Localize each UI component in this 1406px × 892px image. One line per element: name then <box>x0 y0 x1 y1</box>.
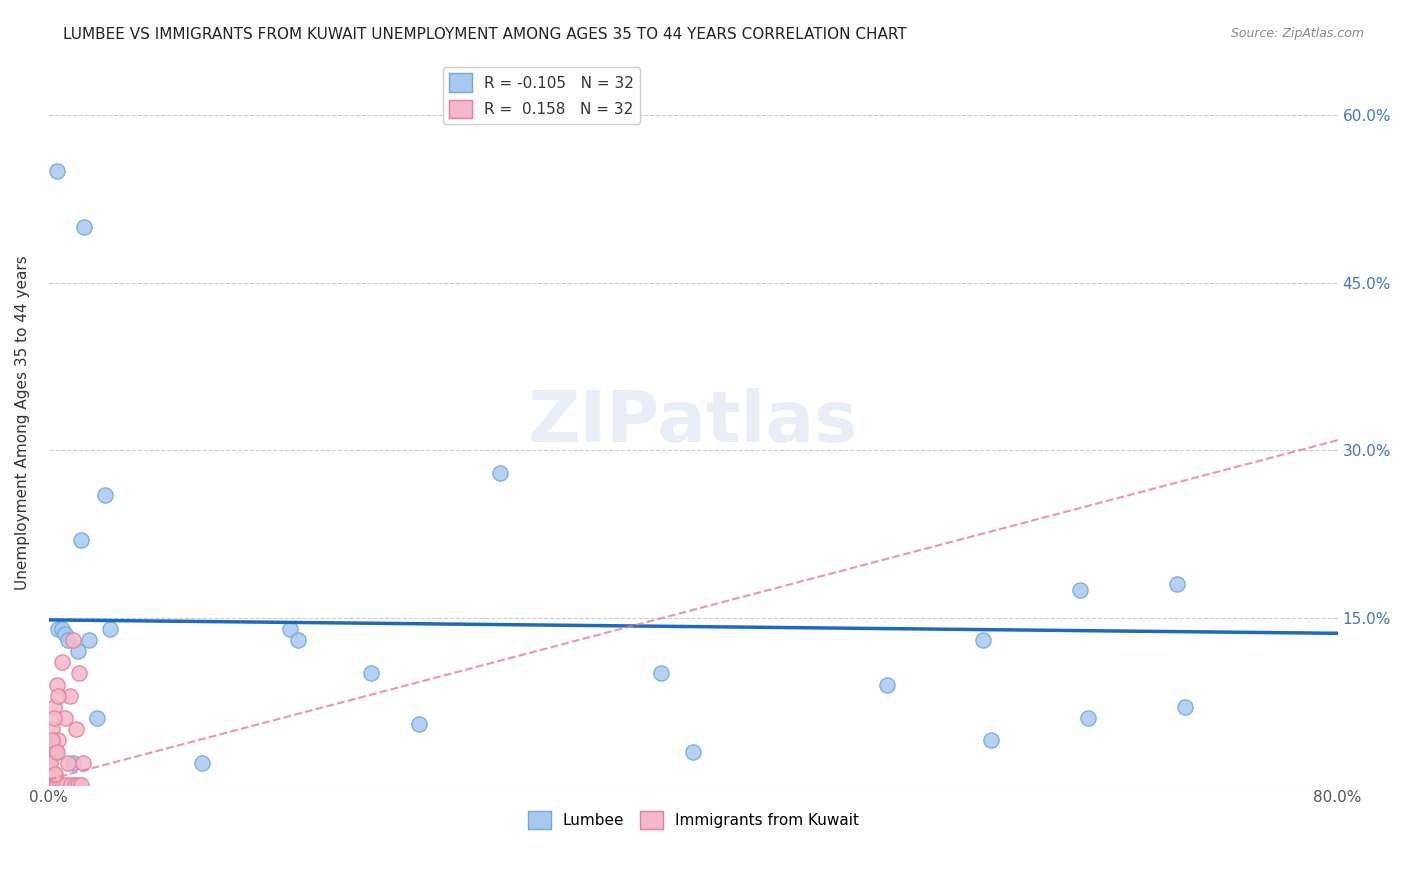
Point <box>280 622 302 636</box>
Point <box>1069 582 1091 597</box>
Point <box>408 716 430 731</box>
Point <box>41 723 63 737</box>
Point <box>972 632 994 647</box>
Point <box>49 778 72 792</box>
Point <box>42 767 65 781</box>
Point <box>94 488 117 502</box>
Point <box>67 666 90 681</box>
Point <box>1077 711 1099 725</box>
Point <box>44 767 66 781</box>
Point <box>650 666 672 681</box>
Point <box>65 723 87 737</box>
Text: Source: ZipAtlas.com: Source: ZipAtlas.com <box>1230 27 1364 40</box>
Point <box>73 220 96 235</box>
Point <box>45 164 67 178</box>
Point <box>876 678 898 692</box>
Point <box>72 756 94 770</box>
Point <box>39 750 62 764</box>
Point <box>45 745 67 759</box>
Point <box>62 632 84 647</box>
Point <box>98 622 121 636</box>
Point <box>51 656 73 670</box>
Point <box>48 689 70 703</box>
Point <box>360 666 382 681</box>
Point <box>45 778 67 792</box>
Point <box>1174 700 1197 714</box>
Point <box>66 644 89 658</box>
Point <box>489 466 512 480</box>
Point <box>62 756 84 770</box>
Point <box>70 778 93 792</box>
Point <box>77 632 100 647</box>
Legend: Lumbee, Immigrants from Kuwait: Lumbee, Immigrants from Kuwait <box>522 805 865 836</box>
Point <box>45 678 67 692</box>
Point <box>39 756 62 770</box>
Point <box>41 733 63 747</box>
Text: LUMBEE VS IMMIGRANTS FROM KUWAIT UNEMPLOYMENT AMONG AGES 35 TO 44 YEARS CORRELAT: LUMBEE VS IMMIGRANTS FROM KUWAIT UNEMPLO… <box>63 27 907 42</box>
Y-axis label: Unemployment Among Ages 35 to 44 years: Unemployment Among Ages 35 to 44 years <box>15 255 30 590</box>
Point <box>287 632 309 647</box>
Point <box>44 745 66 759</box>
Point <box>86 711 108 725</box>
Point <box>59 689 82 703</box>
Point <box>55 778 77 792</box>
Point <box>41 733 63 747</box>
Point <box>980 733 1002 747</box>
Point <box>48 622 70 636</box>
Point <box>48 733 70 747</box>
Point <box>56 632 79 647</box>
Point <box>60 778 83 792</box>
Point <box>56 756 79 770</box>
Point <box>51 622 73 636</box>
Point <box>53 627 76 641</box>
Point <box>42 739 65 753</box>
Point <box>1166 577 1188 591</box>
Point <box>682 745 704 759</box>
Point <box>70 533 93 547</box>
Point <box>44 745 66 759</box>
Point <box>42 711 65 725</box>
Point <box>39 756 62 770</box>
Point <box>44 778 66 792</box>
Point <box>39 778 62 792</box>
Point <box>191 756 214 770</box>
Point <box>63 778 86 792</box>
Point <box>42 700 65 714</box>
Point <box>41 778 63 792</box>
Point <box>66 778 89 792</box>
Point <box>53 711 76 725</box>
Point <box>52 778 75 792</box>
Text: ZIPatlas: ZIPatlas <box>529 388 858 457</box>
